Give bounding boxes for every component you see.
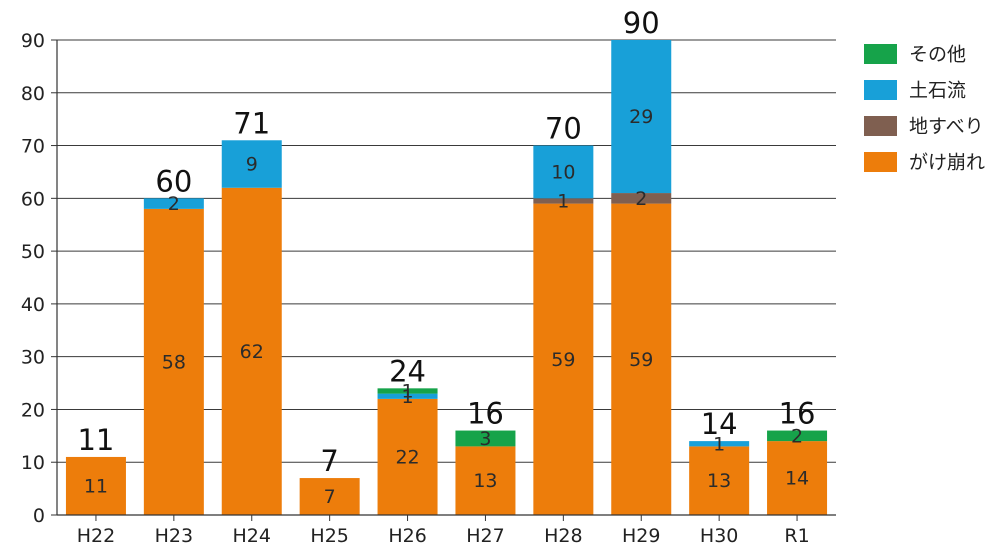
x-tick-label: H23	[155, 525, 193, 547]
segment-value-label: 1	[557, 190, 569, 212]
bar-segment	[143, 198, 204, 209]
legend-swatch	[864, 152, 897, 172]
x-tick-label: H24	[233, 525, 271, 547]
x-tick-label: H28	[544, 525, 582, 547]
segment-value-label: 1	[713, 433, 725, 455]
x-tick-label: H26	[388, 525, 426, 547]
y-tick-label: 70	[21, 136, 45, 158]
bar-segment	[611, 203, 672, 515]
bar-total-label: 90	[623, 6, 660, 40]
bars	[65, 40, 828, 515]
segment-value-label: 13	[707, 470, 731, 492]
x-tick-label: H22	[77, 525, 115, 547]
segment-value-label: 11	[84, 475, 108, 497]
x-tick-label: H25	[310, 525, 348, 547]
segment-value-label: 58	[162, 351, 186, 373]
y-tick-label: 80	[21, 83, 45, 105]
bar-segment	[455, 430, 516, 447]
bar-segment	[689, 446, 750, 515]
segment-value-label: 59	[551, 349, 575, 371]
bar-segment	[689, 441, 750, 447]
legend-label: その他	[909, 44, 966, 66]
bar-segment	[221, 140, 282, 188]
x-tick-label: H29	[622, 525, 660, 547]
segment-value-label: 59	[629, 349, 653, 371]
bar-total-label: 71	[233, 106, 270, 140]
segment-value-label: 1	[402, 380, 414, 402]
bar-segment	[767, 430, 828, 442]
legend-label: 土石流	[909, 80, 966, 102]
y-tick-label: 10	[21, 452, 45, 474]
segment-value-label: 22	[395, 446, 419, 468]
bar-total-label: 16	[467, 397, 504, 431]
legend-label: がけ崩れ	[909, 152, 985, 174]
segment-value-label: 2	[168, 193, 180, 215]
bar-total-label: 7	[320, 444, 338, 478]
segment-value-label: 2	[635, 188, 647, 210]
bar-segment	[533, 198, 594, 204]
bar-segment	[533, 145, 594, 199]
segment-value-label: 29	[629, 106, 653, 128]
segment-value-label: 7	[324, 486, 336, 508]
segment-value-label: 10	[551, 161, 575, 183]
legend-label: 地すべり	[909, 116, 984, 138]
bar-segment	[143, 208, 204, 515]
bar-segment	[377, 388, 438, 394]
bar-segment	[377, 398, 438, 515]
bar-total-label: 16	[779, 397, 816, 431]
legend-swatch	[864, 44, 897, 64]
y-tick-label: 0	[33, 505, 45, 527]
segment-value-label: 62	[240, 341, 264, 363]
y-tick-label: 40	[21, 294, 45, 316]
bar-segment	[533, 203, 594, 515]
segment-value-label: 9	[246, 154, 258, 176]
x-tick-label: H27	[466, 525, 504, 547]
y-tick-label: 30	[21, 347, 45, 369]
y-tick-label: 20	[21, 399, 45, 421]
bar-segment	[455, 446, 516, 515]
y-tick-label: 50	[21, 241, 45, 263]
bar-total-label: 11	[77, 423, 114, 457]
bar-segment	[221, 187, 282, 515]
bar-total-label: 70	[545, 112, 582, 146]
bar-total-label: 24	[389, 354, 426, 388]
bar-total-label: 60	[155, 164, 192, 198]
segment-value-label: 3	[479, 428, 491, 450]
y-tick-label: 60	[21, 188, 45, 210]
bar-segment	[299, 478, 360, 515]
bar-segment	[611, 40, 672, 194]
segment-value-label: 13	[473, 470, 497, 492]
legend-swatch	[864, 80, 897, 100]
x-tick-label: R1	[784, 525, 809, 547]
segment-value-label: 14	[785, 468, 809, 490]
segment-value-label: 2	[791, 425, 803, 447]
y-tick-label: 90	[21, 30, 45, 52]
bar-segment	[65, 456, 126, 515]
x-tick-label: H30	[700, 525, 738, 547]
bar-segment	[767, 441, 828, 515]
segment-value-label: 1	[402, 386, 414, 408]
bar-total-label: 14	[701, 407, 738, 441]
bar-segment	[611, 193, 672, 204]
bar-segment	[377, 393, 438, 399]
legend-swatch	[864, 116, 897, 136]
axes: 0 10 20 30 40 50 60 70 80 90 H22 H23 H24 H25 H26 H27 H28…	[21, 30, 836, 547]
